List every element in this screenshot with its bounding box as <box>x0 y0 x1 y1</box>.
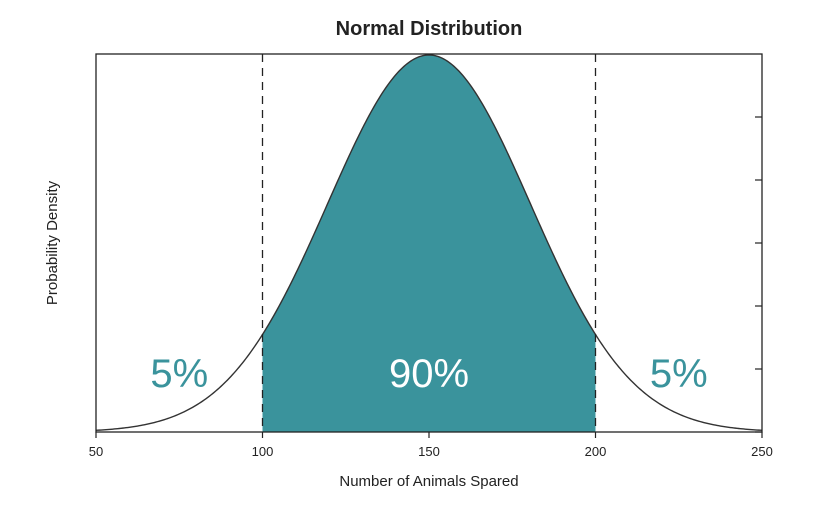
region-label-2: 5% <box>650 352 708 396</box>
region-label-0: 5% <box>150 352 208 396</box>
chart-title: Normal Distribution <box>336 18 523 40</box>
plot-area: 50 100 150 200 250 5% 90% 5% <box>89 53 773 459</box>
region-label-1: 90% <box>389 352 469 396</box>
x-tick-label: 200 <box>585 444 607 459</box>
x-tick-label: 250 <box>751 444 773 459</box>
x-tick-label: 150 <box>418 444 440 459</box>
x-tick-label: 100 <box>252 444 274 459</box>
y-axis-label: Probability Density <box>44 180 61 305</box>
shaded-area-90 <box>262 55 596 432</box>
x-tick-label: 50 <box>89 444 103 459</box>
density-curve <box>95 54 763 432</box>
x-axis-label: Number of Animals Spared <box>339 473 518 490</box>
